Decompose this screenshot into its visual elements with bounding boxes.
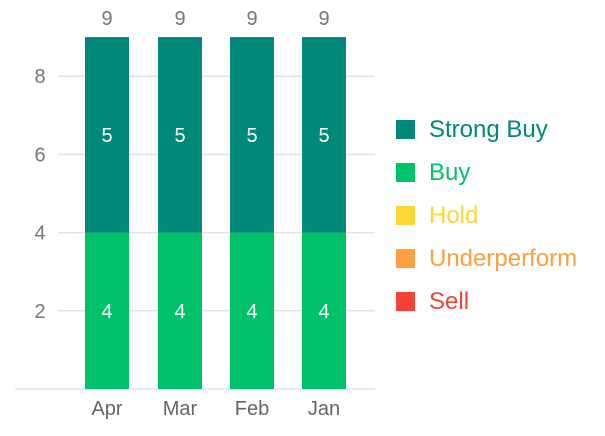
legend-swatch <box>396 292 415 311</box>
x-category-label: Jan <box>308 398 340 420</box>
legend-label: Sell <box>429 287 470 315</box>
legend-label: Strong Buy <box>429 115 548 143</box>
legend-item-hold[interactable]: Hold <box>396 194 577 237</box>
legend-item-strong-buy[interactable]: Strong Buy <box>396 108 577 151</box>
x-category-label: Apr <box>91 398 122 420</box>
segment-value-label: 4 <box>174 301 185 323</box>
bar-segment-strong-buy <box>230 37 274 233</box>
x-axis-labels: Apr Mar Feb Jan <box>91 398 340 420</box>
legend-label: Buy <box>429 158 471 186</box>
bar-total-label: 9 <box>101 8 112 30</box>
bar-segment-buy <box>158 232 202 389</box>
x-category-label: Feb <box>235 398 269 420</box>
segment-value-label: 4 <box>318 301 329 323</box>
legend-item-underperform[interactable]: Underperform <box>396 237 577 280</box>
legend-swatch <box>396 120 415 139</box>
segment-value-label: 5 <box>174 125 185 147</box>
bar-segment-buy <box>230 232 274 389</box>
bar-segment-strong-buy <box>158 37 202 233</box>
legend-swatch <box>396 163 415 182</box>
segment-value-label: 5 <box>246 125 257 147</box>
y-tick-label: 6 <box>34 144 45 166</box>
y-tick-label: 8 <box>34 66 45 88</box>
bars: 4 5 9 4 5 9 4 5 9 4 5 9 <box>85 8 346 389</box>
segment-value-label: 5 <box>101 125 112 147</box>
y-axis-ticks: 2 4 6 8 <box>34 66 45 323</box>
bar-total-label: 9 <box>174 8 185 30</box>
y-tick-label: 4 <box>34 223 45 245</box>
legend-item-sell[interactable]: Sell <box>396 280 577 323</box>
y-tick-label: 2 <box>34 301 45 323</box>
bar-segment-buy <box>85 232 129 389</box>
bar-segment-buy <box>302 232 346 389</box>
legend: Strong Buy Buy Hold Underperform Sell <box>396 108 577 323</box>
bar-total-label: 9 <box>246 8 257 30</box>
legend-swatch <box>396 249 415 268</box>
bar-segment-strong-buy <box>302 37 346 233</box>
segment-value-label: 4 <box>246 301 257 323</box>
x-category-label: Mar <box>163 398 198 420</box>
bar-total-label: 9 <box>318 8 329 30</box>
bar-segment-strong-buy <box>85 37 129 233</box>
segment-value-label: 5 <box>318 125 329 147</box>
legend-label: Underperform <box>429 244 578 272</box>
segment-value-label: 4 <box>101 301 112 323</box>
legend-label: Hold <box>429 201 479 229</box>
legend-item-buy[interactable]: Buy <box>396 151 577 194</box>
legend-swatch <box>396 206 415 225</box>
